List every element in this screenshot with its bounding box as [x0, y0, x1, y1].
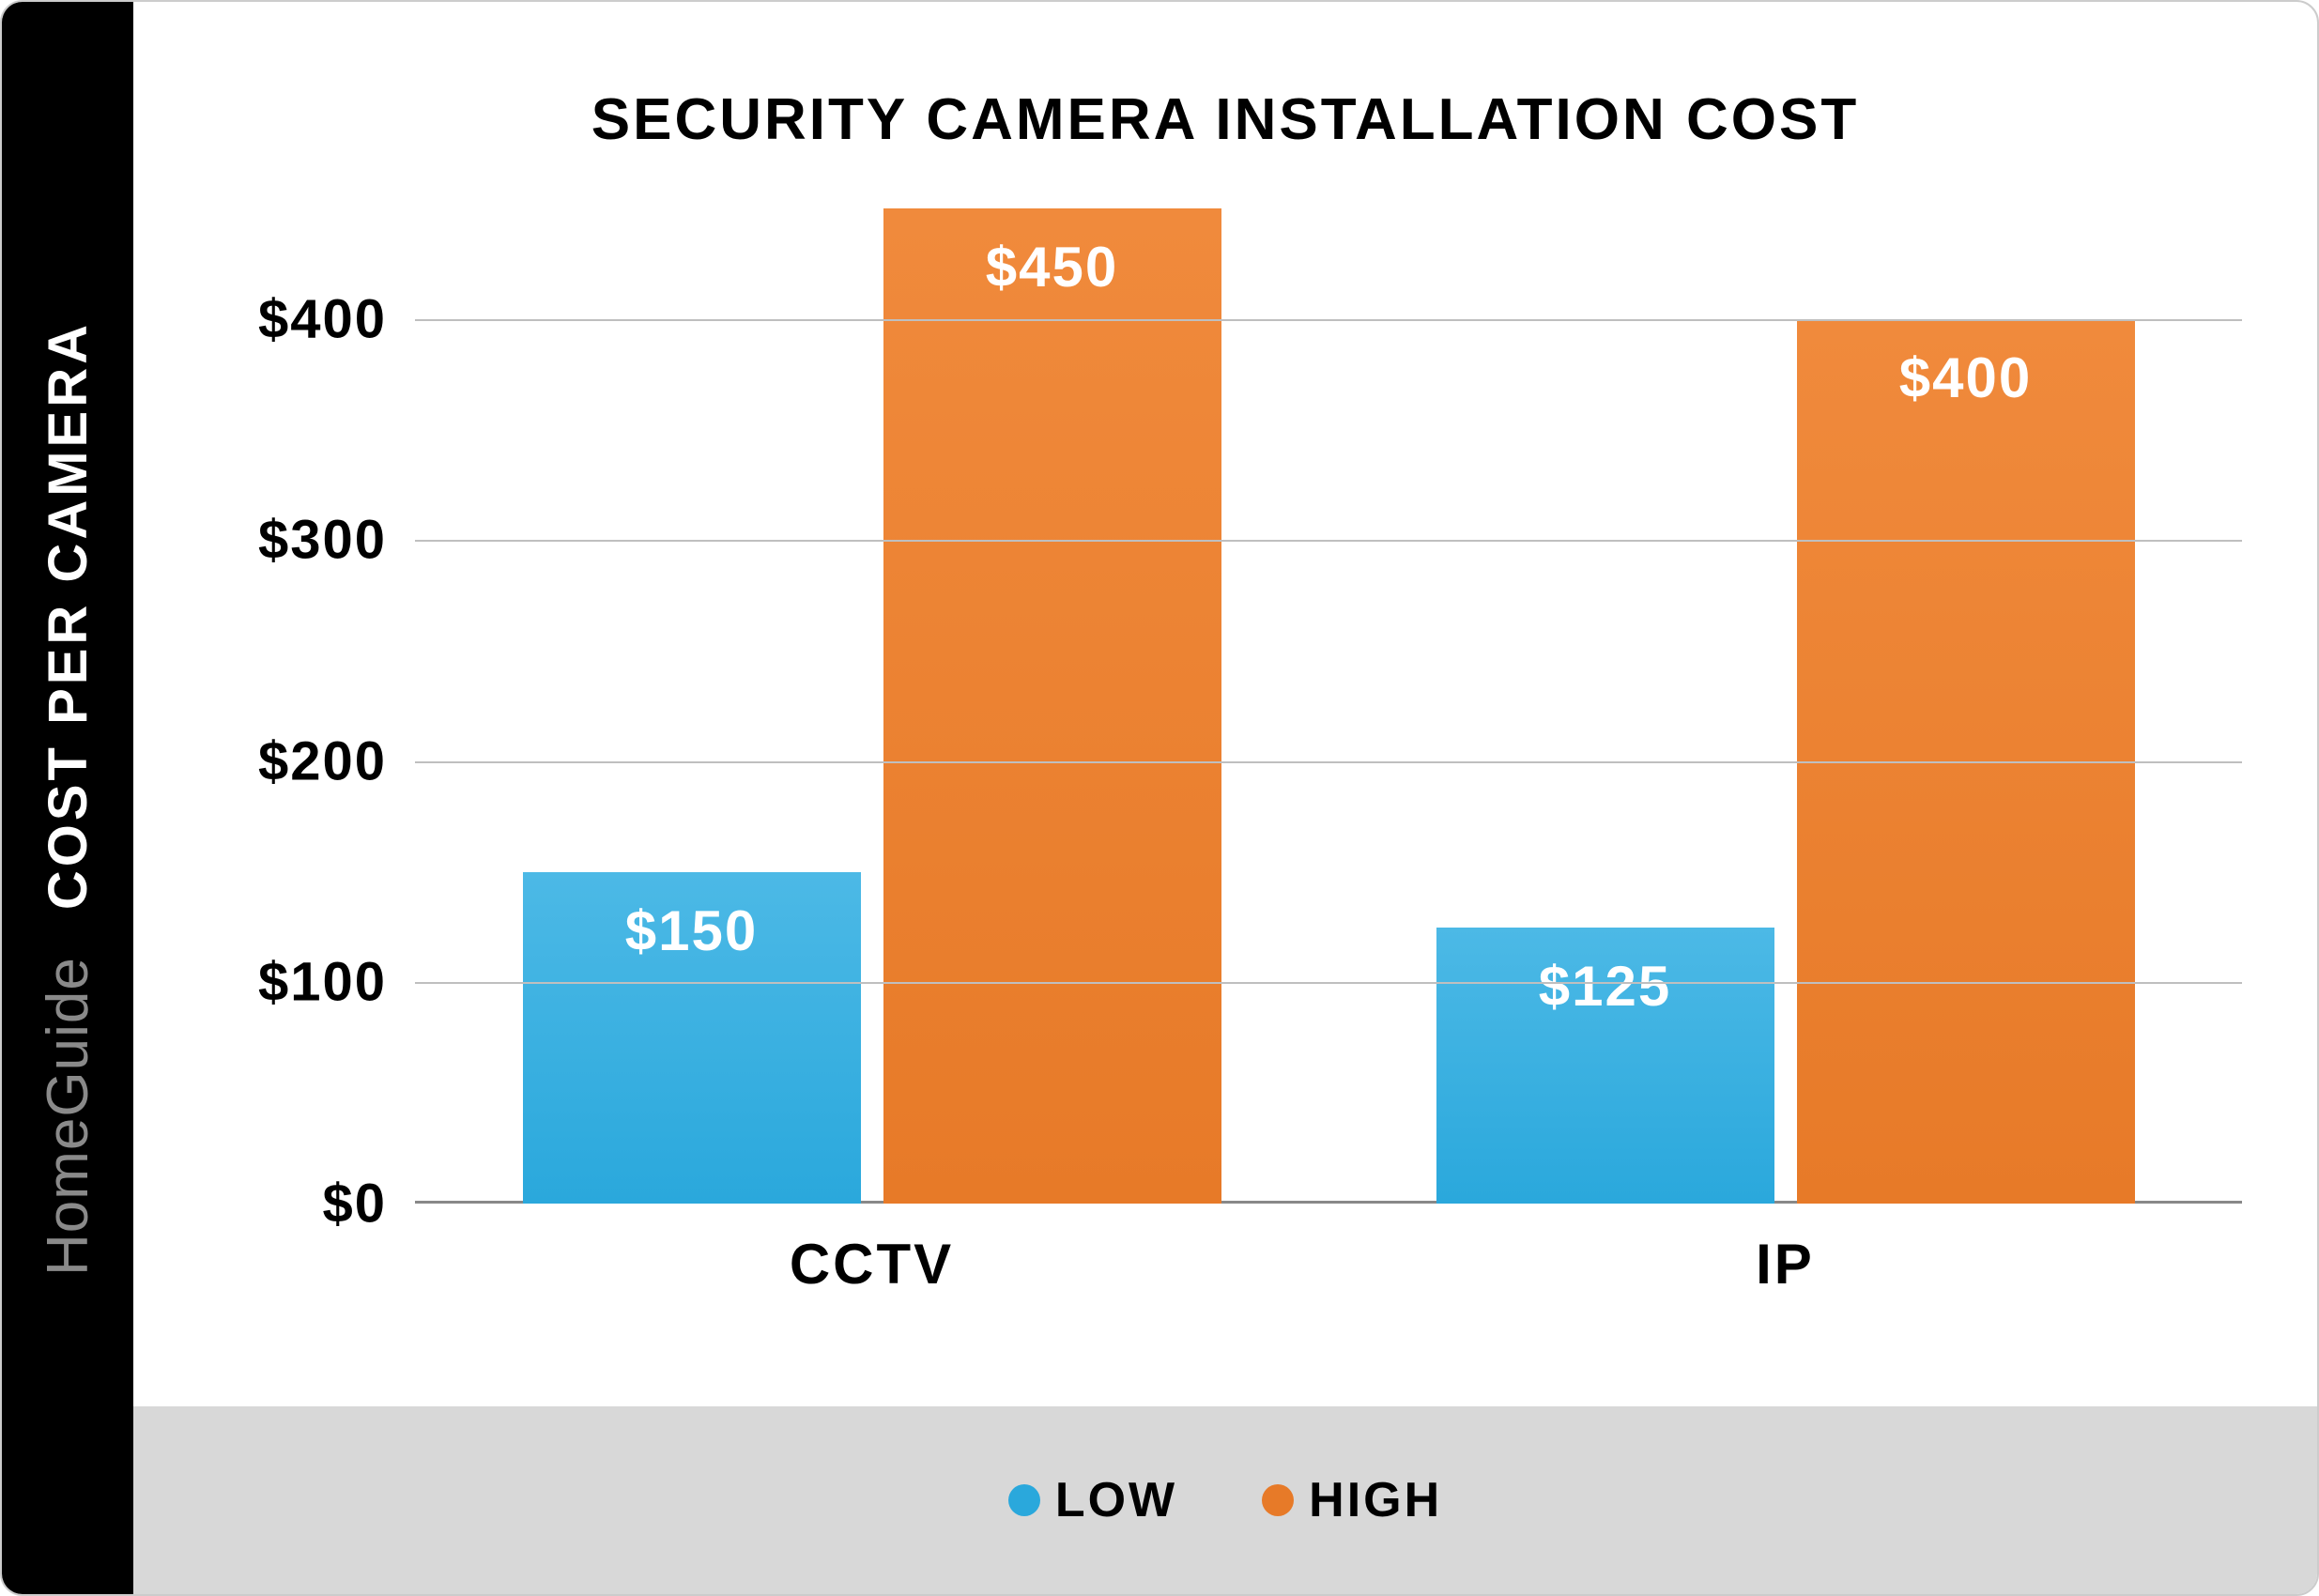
- rail-text-wrap: HomeGuide COST PER CAMERA: [2, 2, 133, 1594]
- legend: LOW HIGH: [133, 1406, 2317, 1594]
- plot-region: $150$450CCTV$125$400IP $0$100$200$300$40…: [415, 208, 2242, 1204]
- legend-label: LOW: [1055, 1472, 1177, 1528]
- legend-item: HIGH: [1262, 1472, 1442, 1528]
- legend-item: LOW: [1008, 1472, 1177, 1528]
- grid-line: [415, 982, 2242, 984]
- y-axis-label: COST PER CAMERA: [37, 321, 100, 910]
- grid-line: [415, 761, 2242, 763]
- bar-value-label: $125: [1539, 954, 1671, 1019]
- bars-container: $150$450CCTV$125$400IP: [415, 208, 2242, 1204]
- legend-label: HIGH: [1309, 1472, 1442, 1528]
- y-tick-label: $200: [258, 729, 387, 792]
- legend-marker: [1008, 1484, 1040, 1516]
- bar: $150: [523, 872, 861, 1204]
- bar: $450: [883, 208, 1221, 1204]
- bar-group: $150$450CCTV: [415, 208, 1328, 1204]
- grid-line: [415, 540, 2242, 542]
- chart-frame: HomeGuide COST PER CAMERA SECURITY CAMER…: [0, 0, 2319, 1596]
- y-tick-label: $100: [258, 951, 387, 1014]
- y-tick-label: $300: [258, 509, 387, 572]
- bar-value-label: $450: [986, 235, 1118, 299]
- bar-value-label: $400: [1899, 345, 2032, 410]
- bar-value-label: $150: [625, 898, 758, 963]
- chart-title: SECURITY CAMERA INSTALLATION COST: [133, 86, 2317, 153]
- x-tick-label: CCTV: [415, 1232, 1328, 1297]
- y-tick-label: $400: [258, 287, 387, 350]
- bar: $125: [1436, 928, 1774, 1204]
- bar-group: $125$400IP: [1328, 208, 2242, 1204]
- y-tick-label: $0: [322, 1173, 387, 1235]
- rail-text: HomeGuide COST PER CAMERA: [35, 321, 101, 1276]
- brand-label: HomeGuide: [35, 957, 101, 1276]
- grid-line: [415, 319, 2242, 321]
- chart-area: SECURITY CAMERA INSTALLATION COST $150 $4…: [133, 2, 2317, 1594]
- left-rail: HomeGuide COST PER CAMERA: [2, 2, 133, 1594]
- x-tick-label: IP: [1328, 1232, 2242, 1297]
- legend-marker: [1262, 1484, 1294, 1516]
